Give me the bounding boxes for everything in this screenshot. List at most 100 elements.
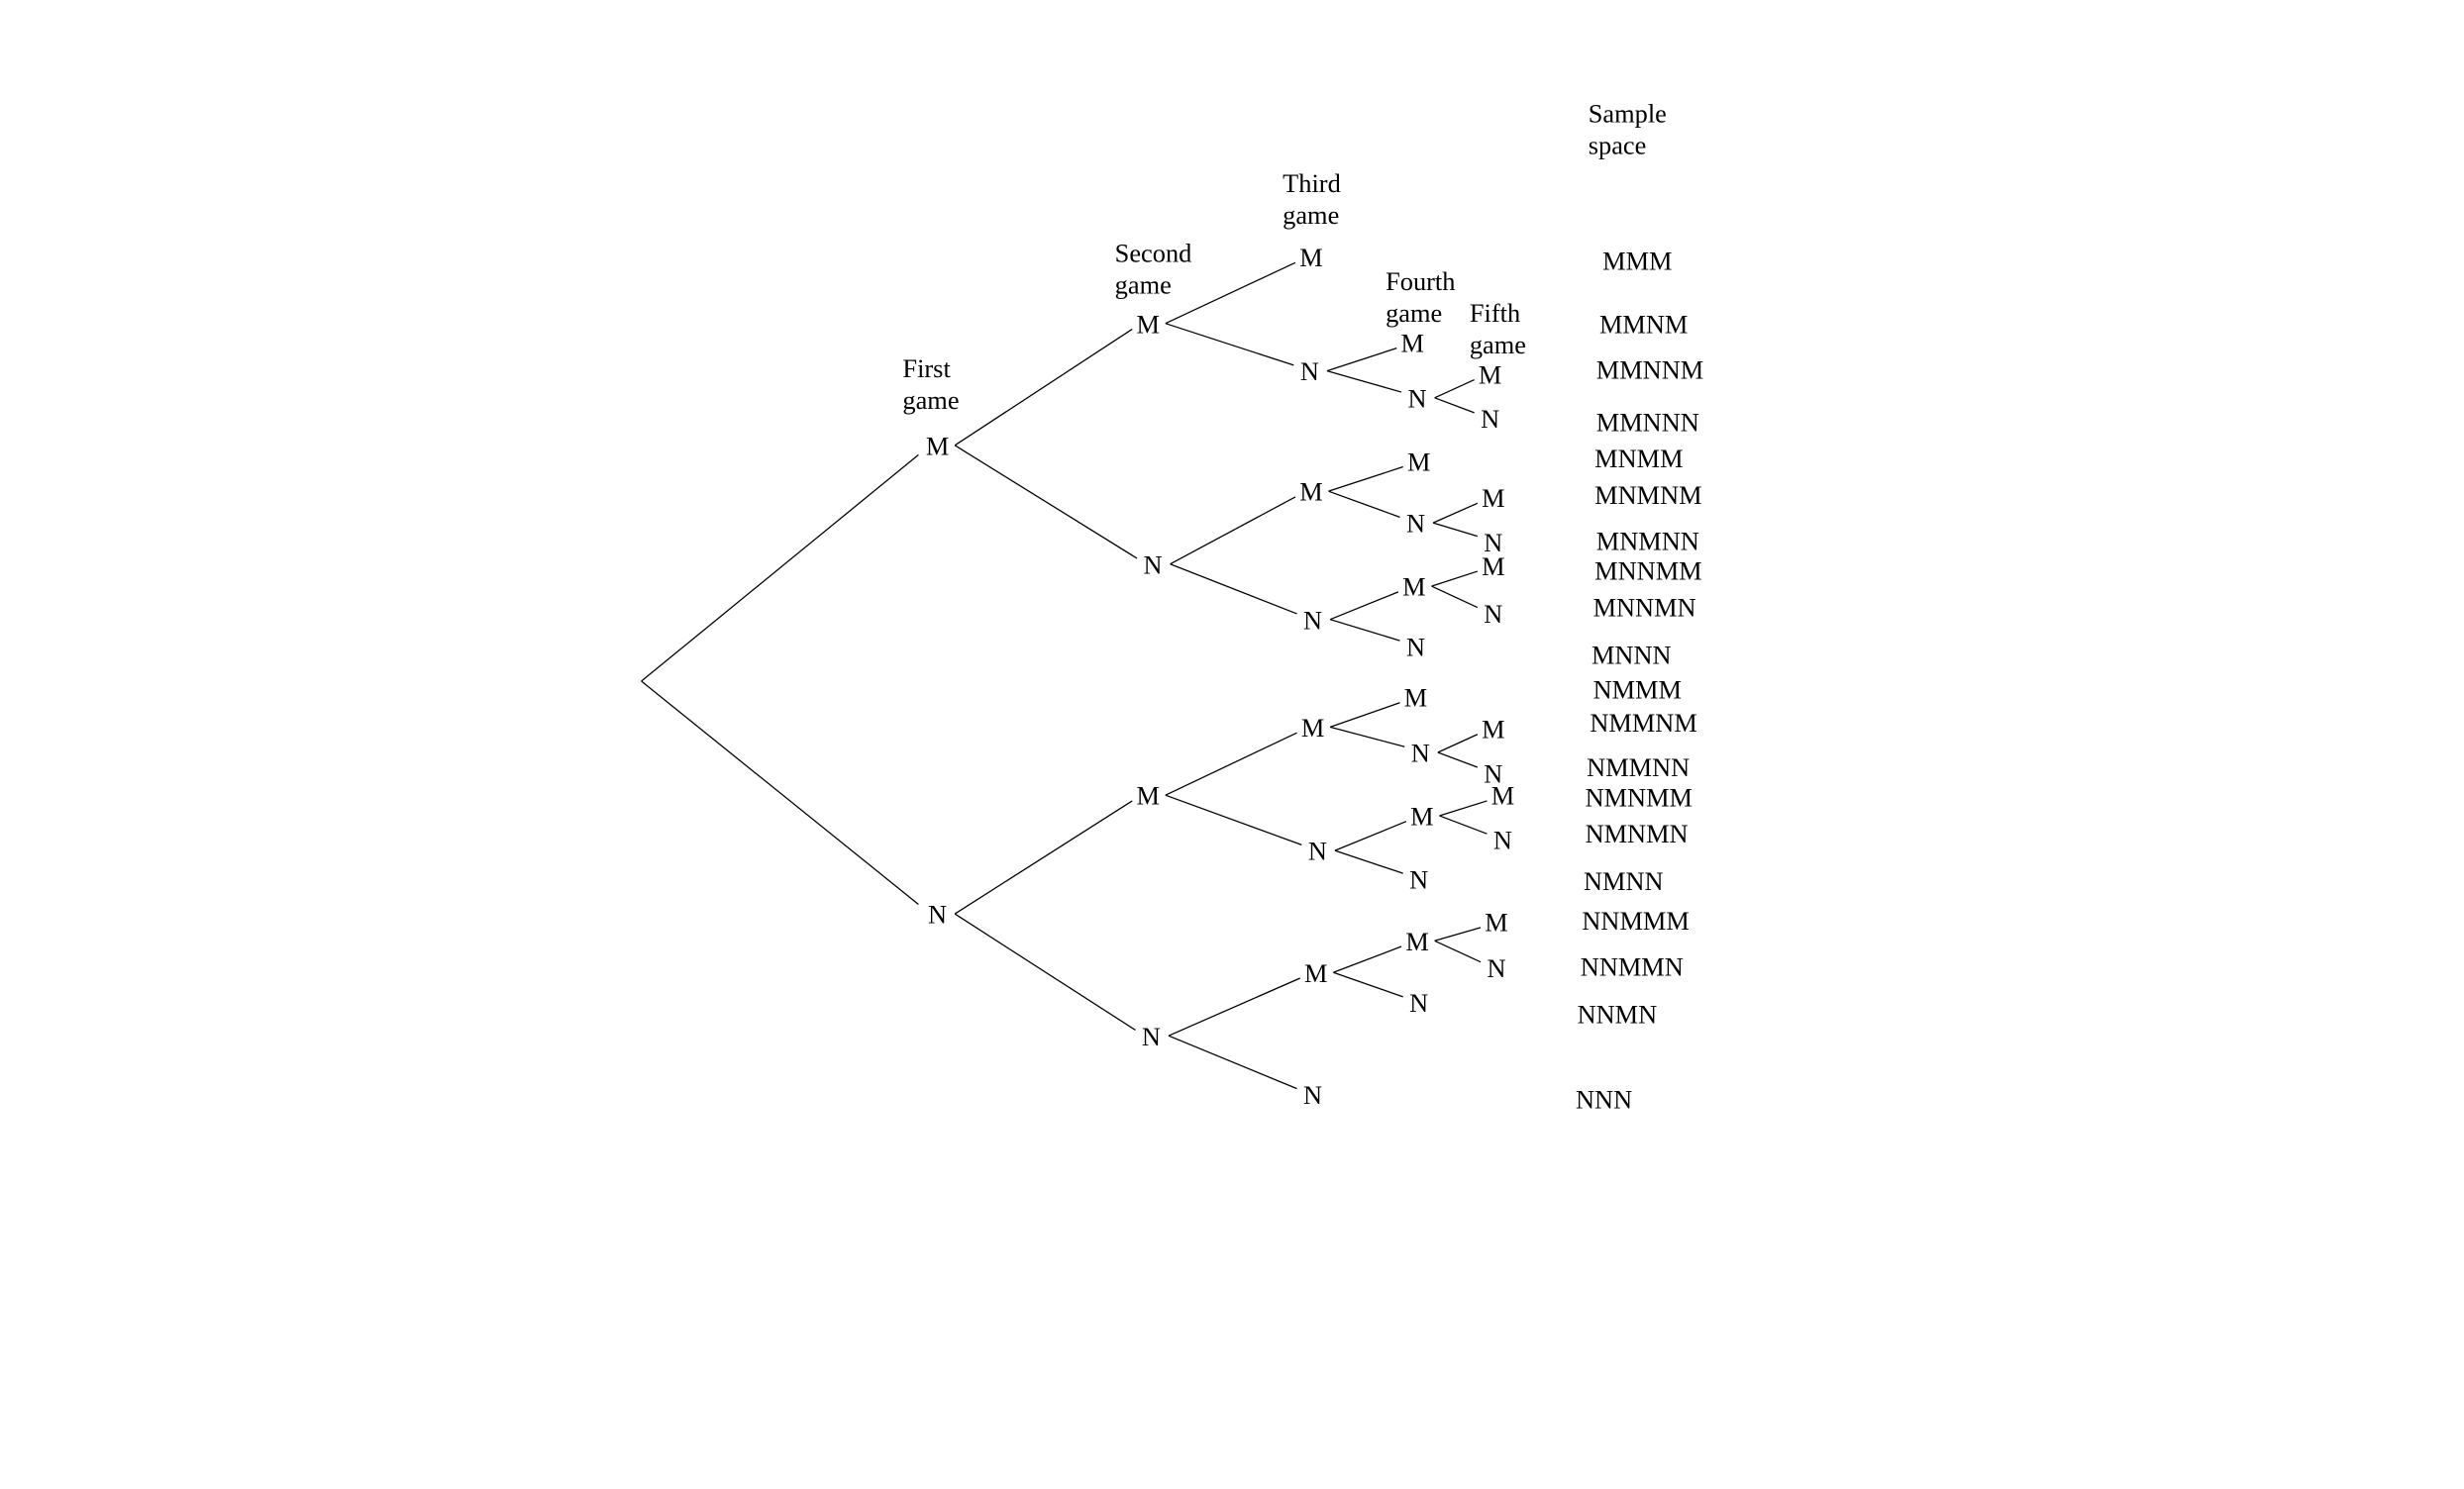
branch-MMM: [1165, 261, 1296, 325]
branch-NMMNM: [1437, 734, 1479, 753]
header-fifth-line1: Fifth: [1470, 298, 1520, 328]
sample-outcome: MMNM: [1599, 309, 1688, 339]
branch-NMNMM: [1439, 800, 1488, 817]
sample-outcome: MNNMM: [1594, 556, 1701, 586]
node-NMNN: N: [1409, 865, 1428, 895]
header-second-game: Second game: [1115, 238, 1192, 299]
sample-outcome: NNMN: [1578, 999, 1658, 1029]
node-MMNM: M: [1401, 328, 1424, 357]
node-MNMM: M: [1407, 447, 1430, 476]
branch-N: [641, 680, 919, 905]
node-MNMNM: M: [1482, 483, 1504, 513]
branch-MN: [954, 445, 1138, 559]
branch-NM: [954, 800, 1133, 915]
sample-outcome: MNNN: [1591, 640, 1672, 669]
node-NNM: M: [1304, 958, 1327, 988]
branch-MNNM: [1329, 591, 1399, 621]
branch-MNNMM: [1431, 570, 1479, 587]
node-NN: N: [1142, 1022, 1161, 1051]
node-MNM: M: [1299, 477, 1322, 507]
sample-outcome: MNMNM: [1594, 480, 1701, 510]
node-NMMN: N: [1411, 739, 1430, 768]
header-third-game: Third game: [1283, 168, 1341, 230]
header-fourth-game: Fourth game: [1386, 266, 1455, 328]
sample-outcome: MNNMN: [1593, 592, 1696, 622]
branch-NNN: [1168, 1035, 1297, 1090]
branch-NMMNN: [1437, 751, 1479, 768]
node-N: N: [928, 900, 947, 930]
branch-NNM: [1168, 977, 1301, 1037]
node-MMNN: N: [1408, 383, 1427, 413]
node-MMN: N: [1300, 356, 1319, 386]
node-NMM: M: [1301, 713, 1324, 743]
sample-outcome: MMNNM: [1596, 355, 1703, 385]
header-second-line2: game: [1115, 269, 1172, 299]
sample-outcome: NMMNM: [1590, 708, 1696, 738]
branch-MMNNM: [1434, 379, 1475, 399]
header-sample-line1: Sample: [1589, 99, 1667, 129]
branch-MNMNM: [1432, 502, 1479, 524]
header-fifth-game: Fifth game: [1470, 298, 1526, 359]
node-NNN: N: [1303, 1080, 1322, 1110]
branch-NMNM: [1334, 821, 1407, 851]
branches: [641, 261, 1488, 1090]
node-NMNMM: M: [1491, 781, 1514, 811]
node-MNNMM: M: [1482, 551, 1504, 581]
node-MNNM: M: [1402, 572, 1425, 602]
node-NMNM: M: [1410, 802, 1433, 832]
sample-outcome: NNMMM: [1582, 906, 1689, 936]
node-NMMNN: N: [1484, 758, 1502, 788]
node-NNMN: N: [1409, 988, 1428, 1018]
node-MMNNM: M: [1479, 359, 1501, 389]
branch-MMNN: [1326, 370, 1402, 393]
node-MM: M: [1137, 309, 1160, 339]
sample-outcome: NMMM: [1593, 675, 1682, 705]
branch-MMN: [1165, 323, 1294, 366]
branch-NN: [954, 913, 1136, 1031]
branch-NMM: [1165, 732, 1297, 796]
branch-MNM: [1170, 496, 1296, 565]
header-first-line2: game: [902, 385, 959, 415]
branch-NMMM: [1329, 702, 1400, 729]
branch-MNMNN: [1432, 522, 1479, 538]
branch-NMNMN: [1439, 815, 1488, 835]
sample-outcome: MMNNN: [1596, 407, 1699, 437]
header-sample-line2: space: [1589, 131, 1647, 160]
node-MNNMN: N: [1484, 599, 1502, 629]
header-third-line1: Third: [1283, 168, 1341, 198]
node-M: M: [926, 431, 949, 460]
node-MN: N: [1144, 549, 1163, 579]
header-second-line1: Second: [1115, 238, 1192, 267]
node-MNMNN: N: [1484, 528, 1502, 557]
sample-outcome: NMNN: [1584, 866, 1664, 896]
header-first-line1: First: [902, 353, 951, 383]
branch-MNMM: [1328, 465, 1403, 492]
node-MNN: N: [1303, 605, 1322, 635]
node-MMNNN: N: [1481, 404, 1499, 434]
sample-outcome: MNMNN: [1596, 526, 1699, 555]
node-NMMM: M: [1404, 683, 1427, 713]
sample-outcome: NNN: [1576, 1085, 1632, 1115]
branch-MMNM: [1326, 347, 1397, 372]
header-sample-space: Sample space: [1589, 99, 1667, 160]
branch-NMN: [1165, 794, 1302, 845]
node-NNMMM: M: [1485, 908, 1507, 938]
branch-MNNMN: [1431, 585, 1479, 609]
branch-NNMN: [1333, 971, 1403, 998]
branch-MNN: [1170, 563, 1297, 615]
sample-outcome: NMNMN: [1586, 819, 1689, 848]
sample-outcome: MNMM: [1594, 444, 1683, 473]
sample-outcome: MMM: [1602, 246, 1672, 275]
branch-NMMN: [1329, 726, 1405, 747]
branch-NMNN: [1334, 849, 1403, 874]
branch-MNMN: [1328, 490, 1400, 518]
header-fourth-line1: Fourth: [1386, 266, 1455, 296]
node-NM: M: [1137, 781, 1160, 811]
sample-outcome: NMNMM: [1586, 782, 1693, 812]
node-MNNN: N: [1406, 632, 1425, 661]
header-fifth-line2: game: [1470, 330, 1526, 359]
node-NNMMN: N: [1487, 953, 1505, 983]
